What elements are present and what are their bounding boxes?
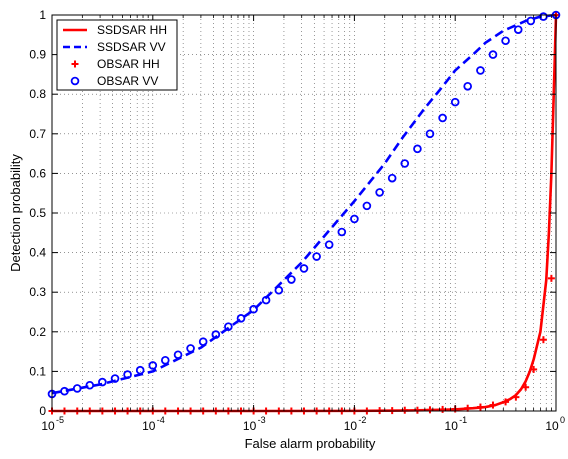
data-point-circle [400, 159, 410, 168]
legend-item: SSDSAR HH [63, 23, 167, 37]
y-tick-label: 0.7 [29, 127, 46, 141]
legend-label: SSDSAR HH [97, 23, 167, 37]
data-point-circle [211, 330, 221, 339]
data-point-circle [98, 377, 107, 387]
data-point-circle [488, 50, 498, 59]
y-tick-label: 0.5 [29, 206, 46, 220]
data-point-circle [198, 337, 208, 347]
data-point-circle [287, 275, 296, 284]
data-point-circle [350, 214, 359, 224]
data-point-circle [526, 16, 536, 26]
y-axis-label: Detection probability [8, 154, 23, 272]
data-point-plus [502, 398, 510, 406]
data-point-plus [547, 274, 555, 282]
data-point-circle [312, 252, 321, 261]
x-tick-exponent: -4 [157, 415, 165, 425]
y-tick-label: 0.2 [29, 325, 46, 339]
legend-item: SSDSAR VV [63, 40, 166, 54]
y-tick-label: 0.8 [29, 87, 46, 101]
legend-item: OBSAR HH [71, 57, 160, 71]
data-point-plus [522, 383, 530, 391]
x-tick-label: 10 [243, 419, 257, 433]
y-tick-label: 0.4 [29, 246, 46, 260]
x-tick-exponent: -5 [56, 415, 64, 425]
data-point-plus [439, 405, 447, 413]
data-point-circle [375, 188, 384, 197]
data-point-circle [324, 240, 334, 249]
legend-item: OBSAR VV [70, 74, 158, 88]
data-point-plus [426, 406, 434, 414]
x-tick-label: 10 [445, 419, 459, 433]
data-point-circle [274, 285, 284, 295]
legend-label: OBSAR VV [97, 74, 158, 88]
data-point-circle [160, 356, 170, 365]
data-point-circle [425, 129, 435, 139]
data-point-circle [362, 201, 372, 211]
data-point-circle [501, 36, 510, 46]
x-tick-label: 10 [142, 419, 156, 433]
data-point-circle [85, 380, 95, 390]
x-tick-exponent: 0 [560, 415, 565, 425]
data-point-circle [463, 81, 472, 91]
data-point-circle [236, 314, 246, 323]
legend-label: SSDSAR VV [97, 40, 166, 54]
legend-swatch-circle [70, 76, 80, 86]
data-point-plus [489, 401, 497, 409]
data-point-circle [110, 374, 120, 383]
y-tick-label: 0.1 [29, 364, 46, 378]
data-point-circle [513, 25, 523, 34]
data-point-circle [413, 144, 422, 154]
axes: 10 -5 10 -4 10 -3 10 -2 10 -1 10 000.10.20.30.40.50… [29, 8, 565, 433]
data-point-circle [135, 365, 145, 375]
x-tick-exponent: -2 [358, 415, 366, 425]
data-point-plus [539, 336, 547, 344]
x-tick-label: 10 [344, 419, 358, 433]
data-point-plus [476, 403, 484, 411]
data-point-circle [224, 322, 233, 331]
data-point-circle [173, 350, 183, 360]
legend-label: OBSAR HH [97, 57, 160, 71]
data-point-circle [337, 227, 347, 237]
x-tick-label: 10 [41, 419, 55, 433]
y-tick-label: 0 [39, 404, 46, 418]
data-point-plus [530, 365, 538, 373]
data-point-circle [450, 97, 460, 107]
data-point-circle [438, 113, 447, 123]
data-point-circle [148, 361, 158, 370]
data-point-circle [123, 370, 132, 379]
y-tick-label: 1 [39, 8, 46, 22]
data-point-circle [299, 264, 309, 273]
x-tick-label: 10 [545, 419, 559, 433]
x-tick-exponent: -1 [459, 415, 467, 425]
data-point-circle [60, 386, 69, 396]
data-point-circle [249, 304, 258, 314]
legend: SSDSAR HH SSDSAR VV OBSAR HH OBSAR VV [56, 19, 178, 91]
data-point-circle [387, 173, 397, 183]
data-point-plus [512, 393, 520, 401]
data-point-circle [261, 295, 271, 305]
data-point-circle [72, 384, 82, 393]
x-tick-exponent: -3 [258, 415, 266, 425]
data-point-circle [476, 66, 485, 75]
x-axis-label: False alarm probability [245, 436, 376, 451]
y-tick-label: 0.9 [29, 48, 46, 62]
data-point-circle [186, 344, 195, 353]
y-tick-label: 0.6 [29, 166, 46, 180]
y-tick-label: 0.3 [29, 285, 46, 299]
